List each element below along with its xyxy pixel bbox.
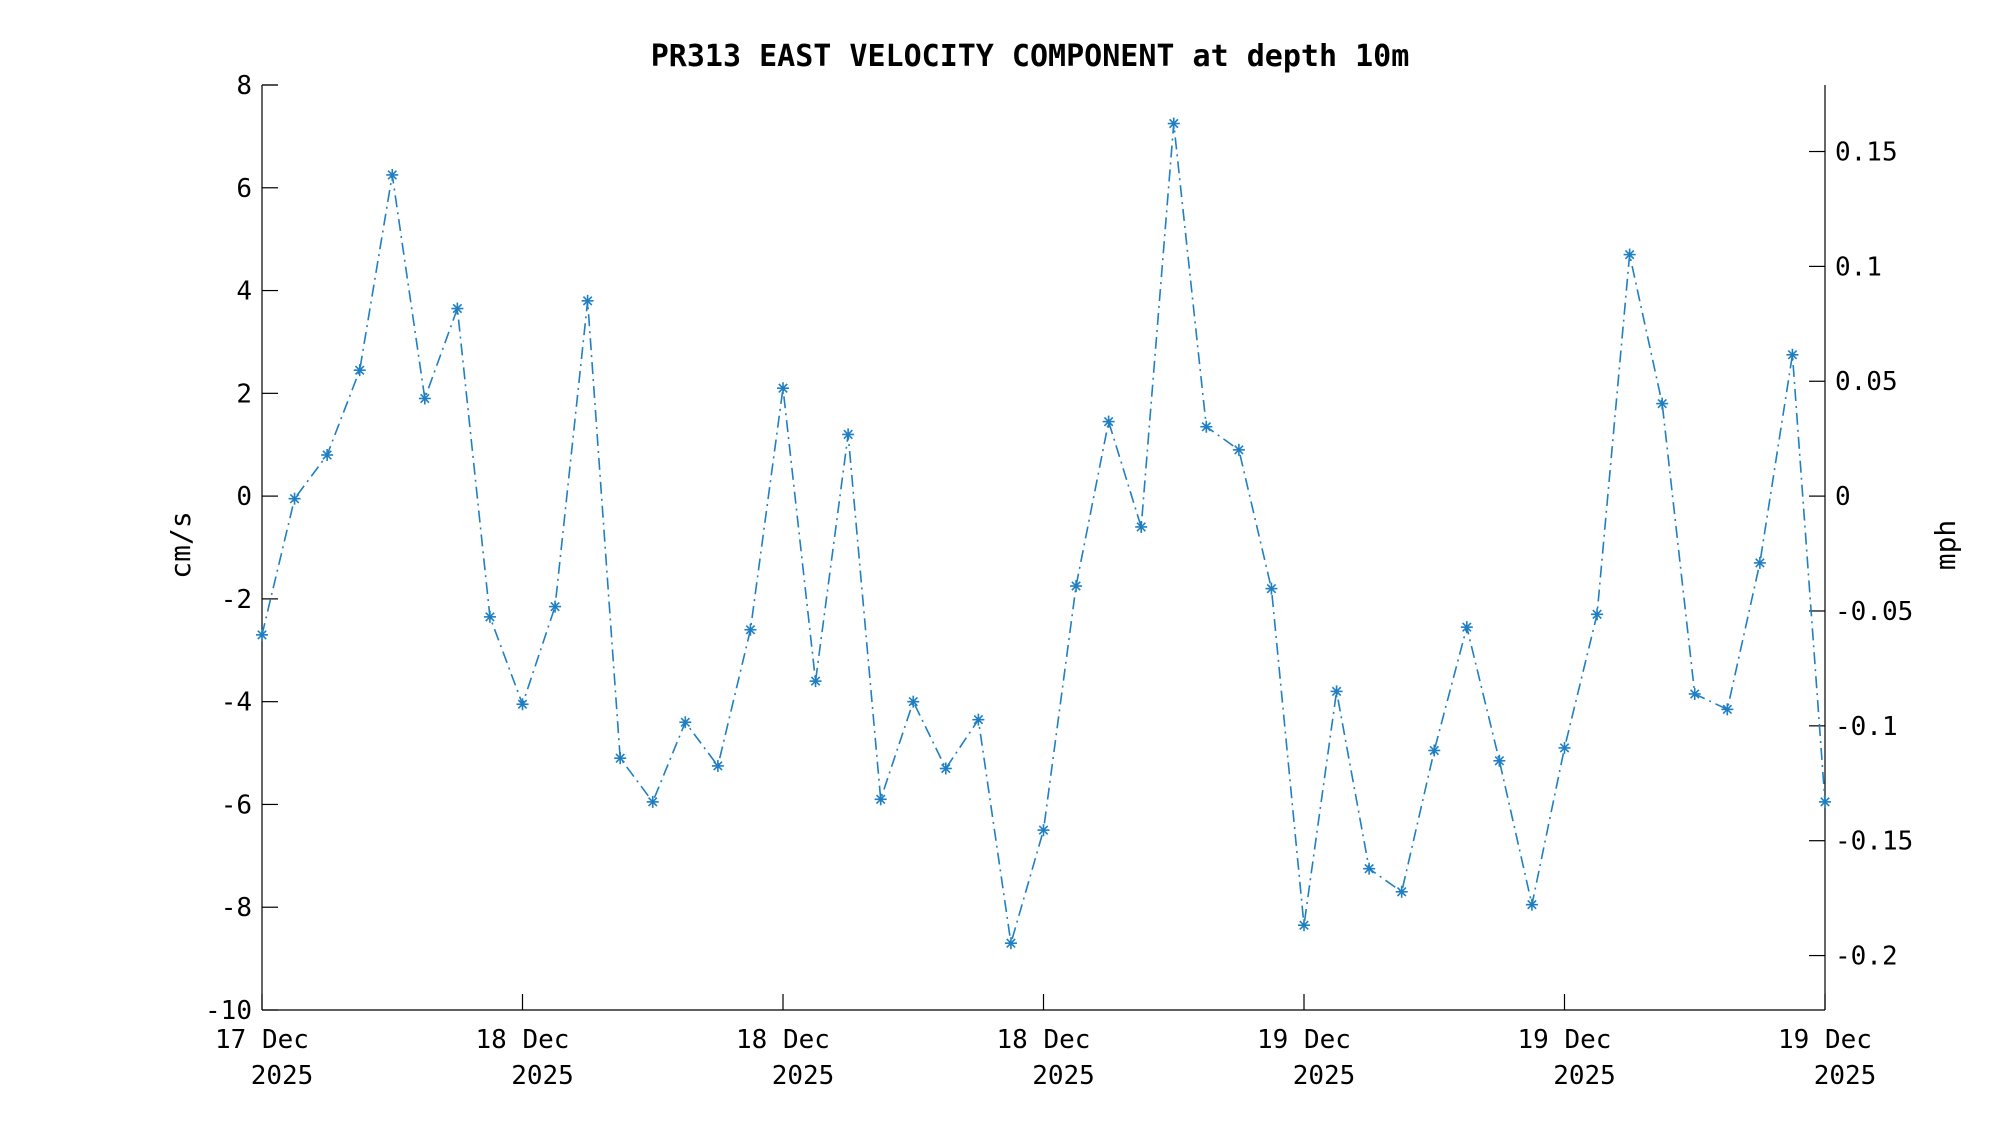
y2-tick-label: 0 <box>1835 482 1851 512</box>
data-point <box>1167 117 1180 130</box>
data-point <box>1623 248 1636 261</box>
chart-title: PR313 EAST VELOCITY COMPONENT at depth 1… <box>651 39 1410 74</box>
data-point <box>1265 582 1278 595</box>
data-point <box>1753 556 1766 569</box>
data-point <box>1363 862 1376 875</box>
data-point <box>1298 919 1310 932</box>
data-point <box>1102 415 1115 428</box>
y-tick-label: -8 <box>221 893 252 923</box>
y-tick-label: -10 <box>205 996 252 1026</box>
x-tick-label: 18 Dec <box>997 1025 1091 1055</box>
data-point <box>1786 348 1799 361</box>
data-point <box>842 428 855 441</box>
data-point <box>1688 687 1701 700</box>
data-point <box>418 392 431 405</box>
y2-tick-label: 0.05 <box>1835 367 1898 397</box>
data-point <box>483 610 496 623</box>
y-tick-label: -6 <box>221 790 252 820</box>
series-markers <box>256 117 1831 950</box>
data-point <box>874 793 887 806</box>
x-tick-label: 19 Dec <box>1778 1025 1872 1055</box>
y2-tick-label: -0.2 <box>1835 942 1898 972</box>
x-tick-label: 19 Dec <box>1518 1025 1612 1055</box>
x-tick-label: 19 Dec <box>1257 1025 1351 1055</box>
data-point <box>1200 420 1213 433</box>
y2-tick-label: 0.1 <box>1835 252 1882 282</box>
y2-tick-label: 0.15 <box>1835 138 1898 168</box>
y-tick-label: -4 <box>221 688 252 718</box>
data-point <box>256 628 268 641</box>
y-tick-label: 2 <box>236 379 252 409</box>
x-tick-year-label: 2025 <box>511 1061 574 1091</box>
data-point <box>1330 685 1343 698</box>
series-line <box>261 123 1826 944</box>
data-point <box>1135 520 1148 533</box>
x-tick-label: 17 Dec <box>215 1025 309 1055</box>
data-point <box>321 449 334 461</box>
data-point <box>549 600 562 613</box>
y-tick-label: 8 <box>236 71 252 101</box>
x-tick-year-label: 2025 <box>1293 1061 1356 1091</box>
data-point <box>1819 795 1831 808</box>
data-point <box>907 695 920 708</box>
data-point <box>1656 397 1669 410</box>
data-point <box>353 364 366 377</box>
data-point <box>1721 703 1734 716</box>
data-point <box>679 716 692 729</box>
x-tick-year-label: 2025 <box>251 1061 314 1091</box>
x-tick-year-label: 2025 <box>1032 1061 1095 1091</box>
y2-axis-label: mph <box>1929 520 1962 571</box>
data-point <box>939 762 952 775</box>
data-point <box>1395 885 1408 898</box>
data-point <box>1037 824 1050 837</box>
y-tick-label: 6 <box>236 174 252 204</box>
y-tick-label: 4 <box>236 277 252 307</box>
data-point <box>744 623 757 636</box>
data-point <box>1525 898 1538 911</box>
x-tick-year-label: 2025 <box>1814 1061 1877 1091</box>
data-point <box>1591 608 1604 621</box>
data-point <box>809 675 822 688</box>
x-tick-year-label: 2025 <box>772 1061 835 1091</box>
y-axis-label: cm/s <box>164 511 197 578</box>
data-point <box>1070 580 1083 593</box>
y2-tick-label: -0.05 <box>1835 597 1913 627</box>
x-tick-label: 18 Dec <box>476 1025 570 1055</box>
data-point <box>516 698 529 711</box>
x-tick-year-label: 2025 <box>1553 1061 1616 1091</box>
data-point <box>777 382 789 395</box>
data-point <box>1232 443 1245 456</box>
data-point <box>451 302 464 315</box>
data-point <box>1493 754 1506 767</box>
chart-ticks: -10 -8 -6 -4 -2 0 2 4 6 8 -0.2 -0.15 -0.1 -0.05 0 0.05 0… <box>205 71 1913 1091</box>
data-point <box>288 492 301 505</box>
data-point <box>386 168 399 181</box>
data-point <box>711 759 724 772</box>
y-tick-label: -2 <box>221 585 252 615</box>
x-tick-label: 18 Dec <box>736 1025 830 1055</box>
y2-tick-label: -0.15 <box>1835 827 1913 857</box>
data-point <box>972 713 985 726</box>
data-point <box>581 294 594 307</box>
data-point <box>1004 937 1017 950</box>
data-point <box>1460 621 1473 634</box>
y2-tick-label: -0.1 <box>1835 712 1898 742</box>
data-point <box>1428 744 1441 757</box>
chart-axes <box>261 84 1826 1011</box>
data-point <box>1558 741 1571 754</box>
data-point <box>646 795 659 808</box>
data-point <box>614 752 627 765</box>
y-tick-label: 0 <box>236 482 252 512</box>
